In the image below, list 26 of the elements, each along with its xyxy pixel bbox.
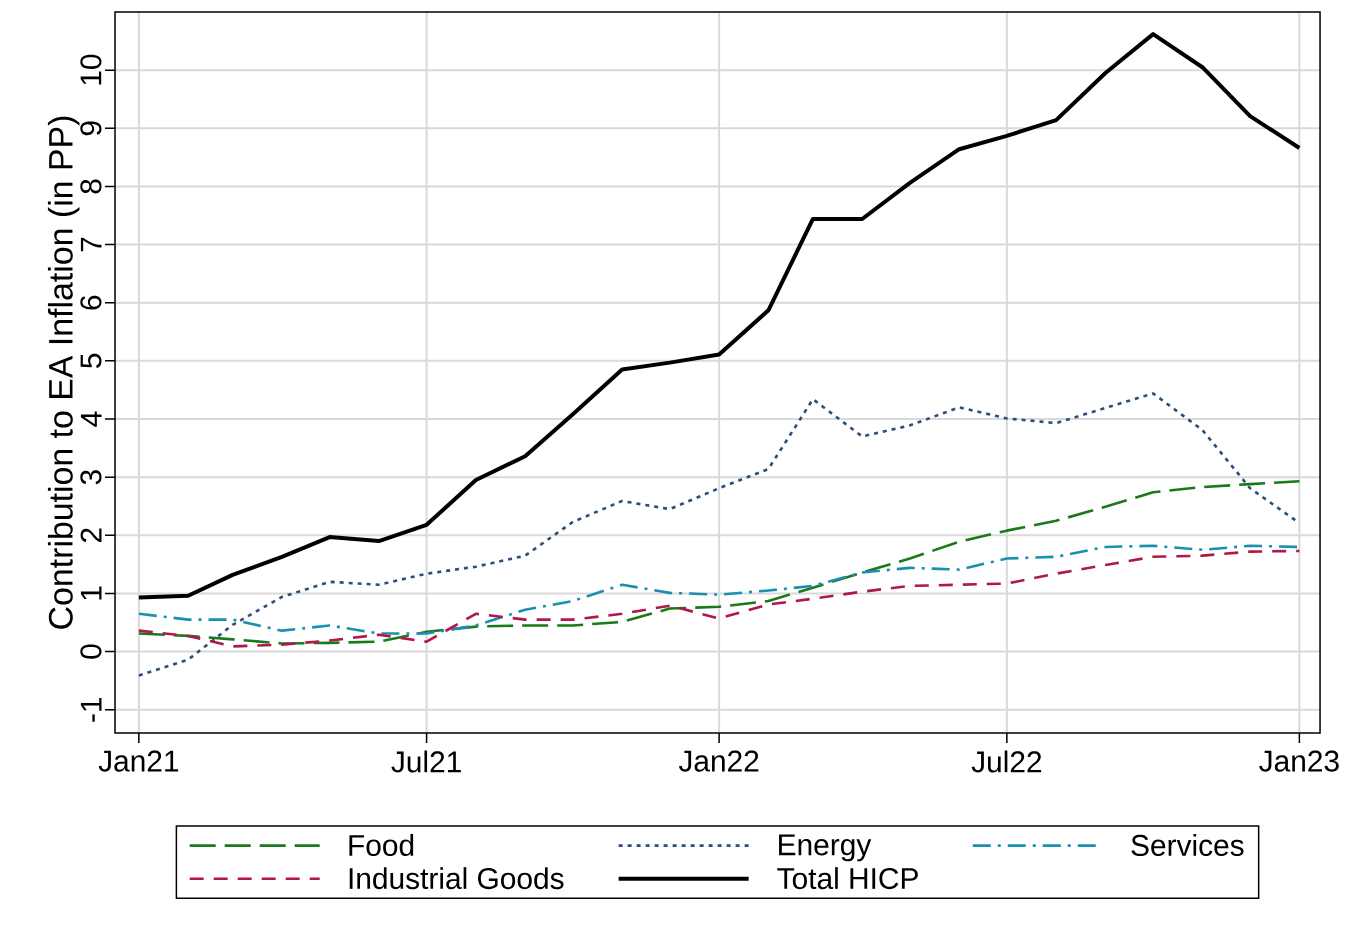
line-series [137, 479, 1301, 645]
x-tick-label: Jul21 [391, 750, 461, 773]
x-tick-label: Jan21 [98, 750, 179, 772]
legend-label: Industrial Goods [349, 867, 564, 890]
y-tick-label: 5 [80, 353, 102, 368]
x-tick-label: Jan23 [1259, 750, 1339, 772]
y-axis-title: Contribution to EA Inflation (in PP) [47, 116, 80, 629]
x-tick-label: Jan22 [678, 750, 759, 772]
legend-label: Energy [779, 834, 872, 862]
legend-label: Food [349, 834, 414, 856]
y-tick-label: 1 [80, 586, 102, 600]
y-tick-label: 4 [80, 411, 102, 427]
y-tick-label: 0 [80, 644, 102, 659]
y-tick-label: 8 [80, 179, 102, 194]
y-tick-label: 9 [80, 121, 102, 136]
y-tick-label: 7 [80, 237, 102, 252]
legend-label: Total HICP [777, 867, 918, 890]
y-tick-label: 3 [80, 470, 102, 485]
line-series [137, 549, 1301, 648]
y-tick-label: 6 [80, 295, 102, 310]
legend-label: Services [1131, 834, 1244, 856]
line-series [136, 32, 1302, 600]
y-tick-label: 10 [80, 54, 102, 85]
y-tick-label: -1 [80, 697, 102, 722]
x-tick-label: Jul22 [971, 750, 1042, 773]
y-tick-label: 2 [80, 528, 102, 543]
